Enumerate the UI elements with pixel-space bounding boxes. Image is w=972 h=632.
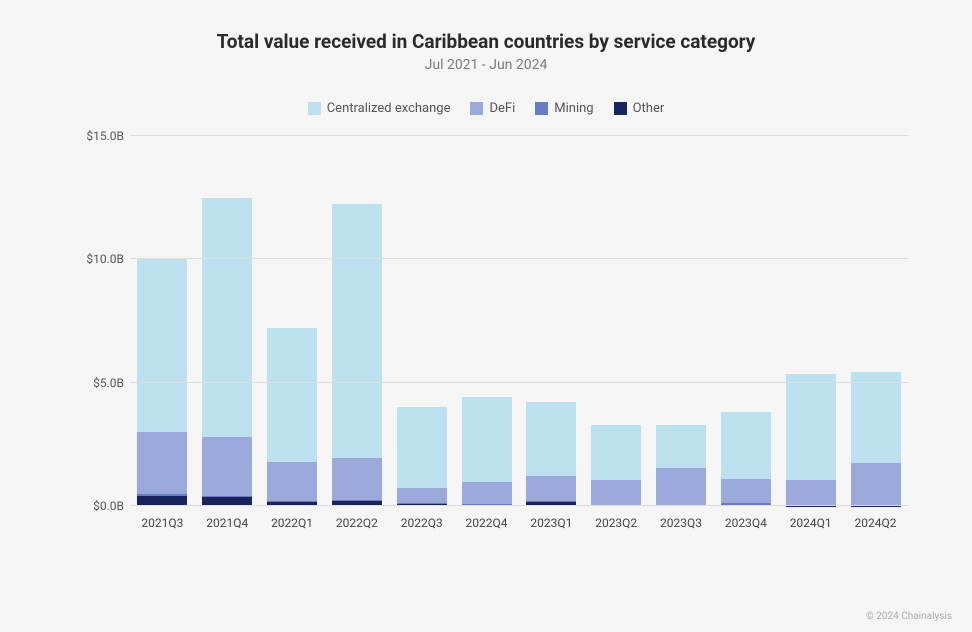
stacked-bar: [397, 407, 447, 506]
x-axis-label: 2023Q3: [651, 516, 711, 530]
legend-label: DeFi: [489, 101, 515, 116]
x-axis-label: 2024Q2: [846, 516, 906, 530]
x-axis-label: 2022Q3: [392, 516, 452, 530]
bar-column: 2022Q3: [397, 136, 447, 506]
stacked-bar: [332, 204, 382, 506]
chart-subtitle: Jul 2021 - Jun 2024: [40, 57, 932, 73]
legend-label: Other: [633, 101, 665, 116]
stacked-bar: [721, 412, 771, 506]
bar-segment-centralized: [786, 374, 836, 480]
bar-segment-centralized: [721, 412, 771, 479]
bar-segment-defi: [332, 458, 382, 500]
bar-segment-centralized: [851, 372, 901, 463]
bar-column: 2023Q2: [591, 136, 641, 506]
legend-item: Mining: [535, 101, 593, 116]
bar-column: 2023Q4: [721, 136, 771, 506]
stacked-bar: [462, 397, 512, 506]
bar-column: 2022Q2: [332, 136, 382, 506]
x-axis-label: 2023Q4: [716, 516, 776, 530]
x-axis-label: 2021Q3: [132, 516, 192, 530]
y-axis-label: $10.0B: [68, 252, 124, 266]
bar-segment-defi: [267, 462, 317, 501]
bar-segment-defi: [721, 479, 771, 504]
x-axis-label: 2023Q1: [521, 516, 581, 530]
x-axis-label: 2022Q2: [327, 516, 387, 530]
bar-column: 2022Q1: [267, 136, 317, 506]
legend-item: DeFi: [470, 101, 515, 116]
bar-segment-centralized: [202, 198, 252, 437]
bar-segment-centralized: [462, 397, 512, 482]
x-axis-label: 2023Q2: [586, 516, 646, 530]
gridline: [130, 382, 908, 383]
stacked-bar: [786, 374, 836, 506]
bar-column: 2024Q1: [786, 136, 836, 506]
bar-column: 2021Q3: [137, 136, 187, 506]
x-axis-label: 2022Q1: [262, 516, 322, 530]
y-axis-label: $5.0B: [68, 376, 124, 390]
stacked-bar: [267, 328, 317, 506]
stacked-bar: [137, 259, 187, 506]
gridline: [130, 505, 908, 506]
bar-segment-centralized: [591, 425, 641, 481]
bar-segment-centralized: [267, 328, 317, 461]
x-axis-label: 2022Q4: [457, 516, 517, 530]
legend-label: Mining: [554, 101, 593, 116]
bar-segment-defi: [786, 480, 836, 505]
bar-column: 2023Q1: [526, 136, 576, 506]
bar-segment-defi: [397, 488, 447, 503]
legend-swatch-icon: [535, 102, 548, 115]
legend-swatch-icon: [308, 102, 321, 115]
legend-swatch-icon: [614, 102, 627, 115]
stacked-bar: [526, 402, 576, 506]
bar-segment-defi: [202, 437, 252, 496]
chart-container: Total value received in Caribbean countr…: [0, 0, 972, 566]
y-axis-label: $15.0B: [68, 129, 124, 143]
chart-title: Total value received in Caribbean countr…: [40, 30, 932, 53]
bar-segment-defi: [462, 482, 512, 504]
bar-segment-defi: [591, 480, 641, 505]
stacked-bar: [656, 425, 706, 506]
bar-segment-centralized: [332, 204, 382, 458]
bar-column: 2023Q3: [656, 136, 706, 506]
legend-item: Other: [614, 101, 665, 116]
x-axis-label: 2024Q1: [781, 516, 841, 530]
y-axis-label: $0.0B: [68, 499, 124, 513]
chart-plot-area: 2021Q3 2021Q4 2022Q1 2022Q2 2022Q3 2022Q4 2023…: [40, 126, 932, 546]
gridline: [130, 135, 908, 136]
bar-segment-centralized: [526, 402, 576, 476]
bar-segment-centralized: [397, 407, 447, 488]
bar-segment-defi: [656, 468, 706, 505]
x-axis-label: 2021Q4: [197, 516, 257, 530]
attribution-text: © 2024 Chainalysis: [866, 611, 952, 622]
bar-segment-centralized: [137, 259, 187, 432]
bar-column: 2022Q4: [462, 136, 512, 506]
legend-item: Centralized exchange: [308, 101, 451, 116]
bar-segment-defi: [526, 476, 576, 501]
legend: Centralized exchange DeFi Mining Other: [40, 101, 932, 116]
bars-group: 2021Q3 2021Q4 2022Q1 2022Q2 2022Q3 2022Q4 2023…: [130, 136, 908, 506]
gridline: [130, 258, 908, 259]
bar-column: 2024Q2: [851, 136, 901, 506]
bar-segment-centralized: [656, 425, 706, 468]
stacked-bar: [202, 198, 252, 506]
bar-segment-defi: [137, 432, 187, 494]
stacked-bar: [591, 425, 641, 506]
legend-label: Centralized exchange: [327, 101, 451, 116]
stacked-bar: [851, 372, 901, 506]
bar-segment-defi: [851, 463, 901, 505]
legend-swatch-icon: [470, 102, 483, 115]
bar-column: 2021Q4: [202, 136, 252, 506]
